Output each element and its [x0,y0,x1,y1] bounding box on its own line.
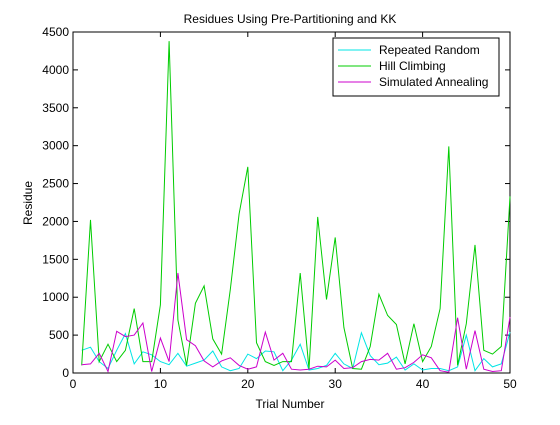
y-tick-label: 3500 [42,101,69,115]
y-tick-label: 4000 [42,63,69,77]
y-tick-label: 4500 [42,25,69,39]
x-axis-label: Trial Number [256,397,325,411]
chart-title: Residues Using Pre-Partitioning and KK [184,12,397,26]
y-tick-label: 500 [49,328,69,342]
legend: Repeated Random Hill Climbing Simulated An… [332,37,500,97]
y-tick-label: 0 [62,366,69,380]
y-tick-label: 3000 [42,139,69,153]
axes: 0 10 20 30 40 5005001000150020002500300035004… [42,25,517,391]
plot-lines [81,41,511,374]
legend-label-repeated-random: Repeated Random [379,43,480,57]
series-line-hill-climbing [81,41,511,370]
x-tick-label: 10 [154,377,168,391]
legend-label-hill-climbing: Hill Climbing [379,59,446,73]
legend-box [332,37,500,97]
x-tick-label: 0 [70,377,77,391]
y-axis-label: Residue [21,181,35,225]
series-line-simulated-annealing [81,272,511,374]
y-tick-label: 1500 [42,252,69,266]
x-tick-label: 40 [416,377,430,391]
y-tick-label: 2500 [42,177,69,191]
y-tick-label: 1000 [42,290,69,304]
legend-label-simulated-annealing: Simulated Annealing [379,75,488,89]
x-tick-label: 30 [329,377,343,391]
x-tick-label: 50 [503,377,517,391]
x-tick-label: 20 [241,377,255,391]
y-tick-label: 2000 [42,214,69,228]
